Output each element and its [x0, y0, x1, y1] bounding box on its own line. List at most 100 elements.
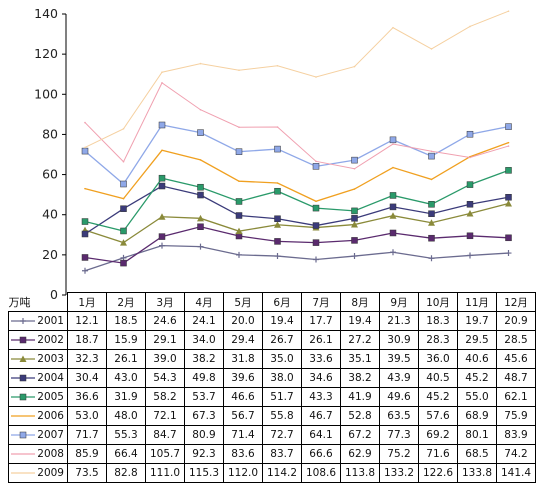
table-cell: 49.6: [379, 387, 419, 407]
data-point: [351, 207, 358, 215]
table-cell: 31.9: [106, 387, 146, 407]
data-point: [351, 237, 358, 244]
table-cell: 31.8: [223, 349, 263, 369]
data-point: [505, 234, 512, 242]
data-point: [159, 242, 165, 249]
series-line-2004: [84, 185, 509, 235]
y-tick-label: 140: [34, 6, 58, 21]
data-point: [353, 167, 356, 170]
legend-entry: 2002: [8, 330, 68, 350]
month-header: 4月: [184, 292, 224, 312]
data-point: [466, 181, 474, 188]
table-cell: 41.9: [340, 387, 380, 407]
table-cell: 80.1: [457, 425, 497, 445]
table-cell: 29.4: [223, 330, 263, 350]
table-cell: 122.6: [418, 463, 458, 483]
data-point: [274, 187, 281, 195]
table-cell: 53.0: [67, 406, 107, 426]
table-cell: 57.6: [418, 406, 458, 426]
data-point: [351, 253, 358, 260]
table-cell: 19.7: [457, 311, 497, 331]
table-cell: 48.7: [496, 368, 536, 388]
data-point: [428, 234, 435, 242]
data-point: [158, 174, 166, 182]
legend-entry: 2004: [8, 368, 68, 388]
table-cell: 55.0: [457, 387, 497, 407]
table-cell: 51.7: [262, 387, 302, 407]
legend-key-icon: [11, 318, 36, 324]
table-cell: 141.4: [496, 463, 536, 483]
y-tick-label: 20: [42, 247, 58, 262]
table-cell: 19.4: [340, 311, 380, 331]
table-cell: 34.0: [184, 330, 224, 350]
data-point: [238, 69, 240, 71]
data-point: [161, 71, 163, 74]
data-point: [428, 255, 435, 262]
table-cell: 83.7: [262, 444, 302, 464]
table-cell: 75.9: [496, 406, 536, 426]
table-cell: 38.0: [262, 368, 302, 388]
series-line-2007: [84, 124, 509, 185]
data-point: [81, 147, 89, 155]
data-point: [20, 336, 27, 344]
month-header: 2月: [106, 292, 146, 312]
table-cell: 112.0: [223, 463, 263, 483]
month-header: 12月: [496, 292, 536, 312]
table-cell: 64.1: [301, 425, 341, 445]
table-cell: 43.9: [379, 368, 419, 388]
data-point: [19, 355, 27, 362]
data-point: [122, 160, 125, 163]
data-point: [161, 149, 163, 152]
table-cell: 18.7: [67, 330, 107, 350]
data-point: [351, 156, 358, 164]
table-cell: 55.8: [262, 406, 302, 426]
data-point: [312, 239, 320, 246]
table-cell: 62.1: [496, 387, 536, 407]
month-header: 10月: [418, 292, 458, 312]
table-cell: 40.5: [418, 368, 458, 388]
table-cell: 67.3: [184, 406, 224, 426]
legend-entry: 2005: [8, 387, 68, 407]
data-point: [390, 249, 396, 256]
series-name: 2007: [37, 429, 64, 441]
month-header: 6月: [262, 292, 302, 312]
month-header: 11月: [457, 292, 497, 312]
y-tick-label: 40: [42, 207, 58, 222]
table-cell: 24.6: [145, 311, 185, 331]
data-point: [507, 10, 510, 12]
data-point: [505, 194, 512, 201]
series-name: 2003: [37, 353, 64, 365]
y-tick-label: 0: [50, 287, 58, 300]
y-tick-label: 60: [42, 167, 58, 182]
table-cell: 34.6: [301, 368, 341, 388]
data-point: [161, 82, 163, 84]
table-cell: 114.2: [262, 463, 302, 483]
y-tick-label: 80: [42, 126, 58, 141]
data-point: [274, 238, 281, 245]
table-cell: 67.2: [340, 425, 380, 445]
table-cell: 66.4: [106, 444, 146, 464]
table-row: 2007 71.7 55.3 84.7 80.9 71.4 72.7 64.1 67.2 77.3…: [8, 425, 536, 445]
data-point: [81, 254, 89, 261]
data-point: [274, 215, 281, 222]
table-cell: 113.8: [340, 463, 380, 483]
data-point: [197, 129, 204, 136]
table-cell: 38.2: [184, 349, 224, 369]
table-cell: 19.4: [262, 311, 302, 331]
data-point: [430, 150, 433, 153]
data-point: [505, 167, 512, 174]
data-point: [466, 201, 474, 208]
month-header: 9月: [379, 292, 419, 312]
legend-entry: 2006: [8, 406, 68, 426]
month-header: 5月: [223, 292, 263, 312]
data-point: [276, 126, 279, 128]
series-line-2006: [84, 142, 509, 202]
data-point: [120, 227, 127, 235]
series-line-2001: [84, 244, 509, 272]
series-name: 2004: [37, 372, 64, 384]
table-cell: 40.6: [457, 349, 497, 369]
table-cell: 85.9: [67, 444, 107, 464]
table-cell: 39.6: [223, 368, 263, 388]
data-point: [430, 48, 433, 50]
table-cell: 39.5: [379, 349, 419, 369]
